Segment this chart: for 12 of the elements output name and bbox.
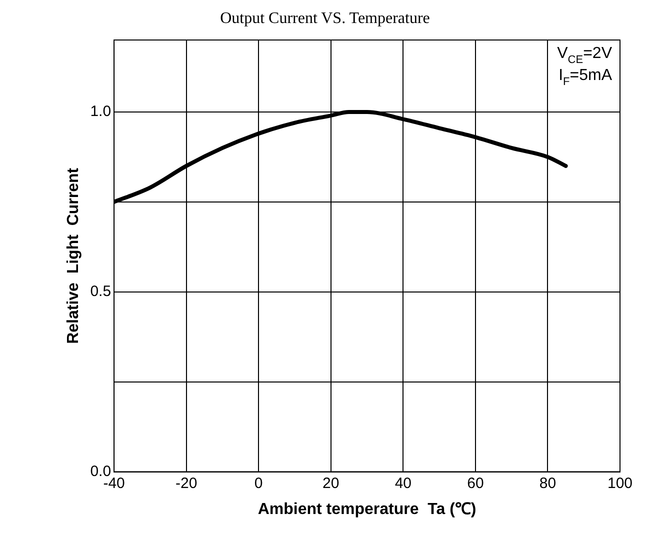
x-tick-label: 60 xyxy=(467,474,484,492)
x-tick-label: 80 xyxy=(539,474,556,492)
x-tick-label: 40 xyxy=(394,474,412,492)
x-axis-title: Ambient temperature Ta (℃) xyxy=(258,500,476,518)
x-tick-label: 0 xyxy=(254,474,263,492)
x-tick-label: 100 xyxy=(607,474,633,492)
y-tick-label: 0.5 xyxy=(90,283,112,300)
y-axis-title: Relative Light Current xyxy=(65,167,82,344)
x-tick-label: -20 xyxy=(175,474,198,492)
y-tick-label: 1.0 xyxy=(90,103,112,120)
chart-title: Output Current VS. Temperature xyxy=(219,10,431,28)
x-tick-label: 20 xyxy=(322,474,340,492)
